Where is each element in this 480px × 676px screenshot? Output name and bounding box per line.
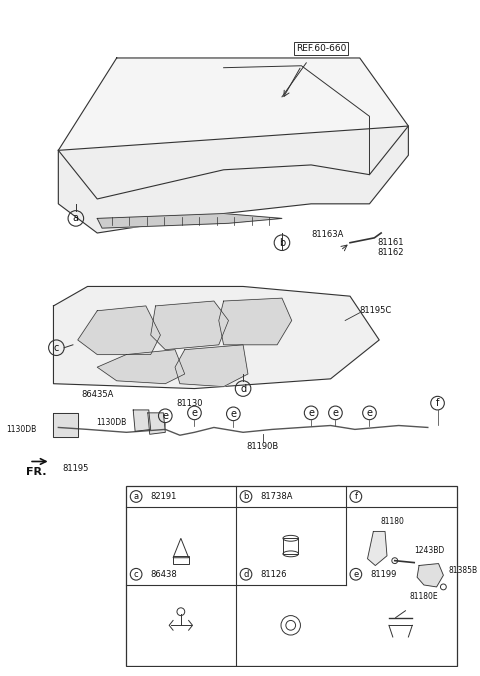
Text: e: e	[308, 408, 314, 418]
Polygon shape	[78, 306, 160, 354]
Text: f: f	[354, 492, 358, 501]
Text: 81195: 81195	[63, 464, 89, 473]
Text: REF.60-660: REF.60-660	[296, 44, 346, 53]
Text: 82191: 82191	[151, 492, 177, 501]
Polygon shape	[417, 564, 444, 587]
Text: a: a	[133, 492, 139, 501]
Polygon shape	[219, 298, 292, 345]
Text: 81180: 81180	[380, 517, 404, 526]
Text: c: c	[54, 343, 59, 353]
Text: f: f	[436, 398, 439, 408]
Polygon shape	[59, 126, 408, 233]
Text: 81738A: 81738A	[261, 492, 293, 501]
Text: 81385B: 81385B	[448, 566, 477, 575]
Text: d: d	[243, 570, 249, 579]
Text: e: e	[366, 408, 372, 418]
Text: a: a	[73, 214, 79, 223]
Polygon shape	[59, 58, 408, 199]
Polygon shape	[133, 410, 151, 431]
Polygon shape	[175, 345, 248, 387]
Text: 81180E: 81180E	[409, 592, 438, 601]
Text: d: d	[240, 383, 246, 393]
Text: e: e	[162, 411, 168, 420]
Text: c: c	[134, 570, 138, 579]
Text: 81163A: 81163A	[311, 231, 344, 239]
Polygon shape	[151, 301, 228, 349]
Polygon shape	[53, 413, 78, 437]
Text: 81190B: 81190B	[246, 442, 279, 452]
Text: e: e	[353, 570, 359, 579]
Text: 81126: 81126	[261, 570, 287, 579]
Text: FR.: FR.	[26, 467, 46, 477]
Text: 81162: 81162	[377, 248, 404, 257]
Text: 81161: 81161	[377, 238, 404, 247]
Text: 81130: 81130	[176, 399, 203, 408]
Text: e: e	[333, 408, 338, 418]
Polygon shape	[148, 413, 165, 434]
Text: 1243BD: 1243BD	[414, 546, 444, 556]
Text: 81199: 81199	[371, 570, 397, 579]
Polygon shape	[53, 287, 379, 389]
Text: 1130DB: 1130DB	[7, 425, 37, 434]
Polygon shape	[97, 214, 282, 228]
Text: 86438: 86438	[151, 570, 178, 579]
Text: 81195C: 81195C	[360, 306, 392, 315]
Text: e: e	[230, 409, 236, 419]
Text: b: b	[243, 492, 249, 501]
Text: 86435A: 86435A	[81, 390, 113, 399]
Bar	[173, 556, 189, 564]
Polygon shape	[97, 349, 185, 384]
Text: e: e	[192, 408, 197, 418]
Text: 1130DB: 1130DB	[96, 418, 127, 427]
Text: b: b	[279, 238, 285, 247]
Bar	[283, 538, 299, 554]
Polygon shape	[368, 531, 387, 566]
Bar	[126, 486, 457, 666]
